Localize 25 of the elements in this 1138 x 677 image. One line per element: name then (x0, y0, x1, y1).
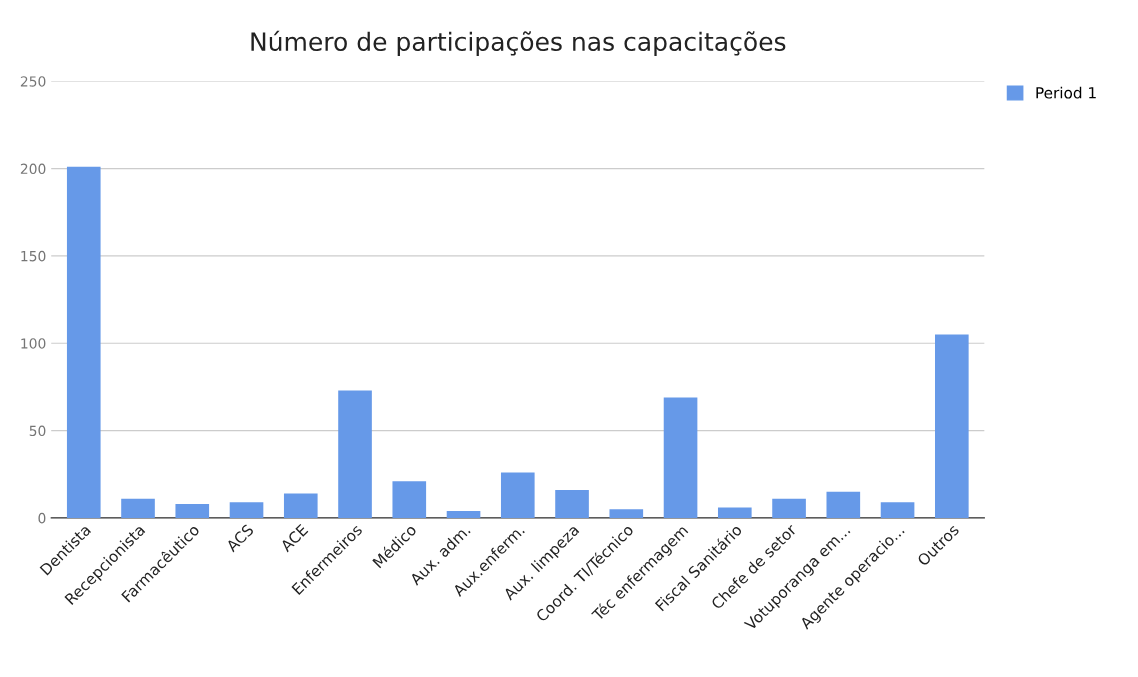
bar (826, 491, 861, 518)
chart-title: Número de participações nas capacitações (251, 30, 786, 56)
bar (935, 334, 969, 518)
bar (500, 472, 535, 518)
y-tick-label: 250 (20, 76, 46, 87)
bar (555, 489, 589, 518)
bar (229, 502, 264, 518)
bar (772, 498, 806, 518)
bar (338, 390, 372, 518)
y-tick-label: 100 (21, 338, 46, 349)
bar (283, 493, 318, 518)
bar (717, 507, 752, 518)
y-tick-label: 50 (29, 425, 46, 437)
bar (609, 509, 644, 518)
bar (880, 502, 915, 518)
bar (121, 498, 155, 518)
bar (446, 510, 481, 518)
legend-label: Period 1 (1036, 86, 1096, 99)
y-tick-label: 0 (38, 512, 46, 524)
y-tick-label: 150 (21, 250, 46, 262)
bar (66, 166, 101, 518)
bar (392, 481, 427, 518)
bar (663, 397, 698, 518)
y-tick-label: 200 (20, 163, 46, 175)
bar (175, 503, 210, 518)
